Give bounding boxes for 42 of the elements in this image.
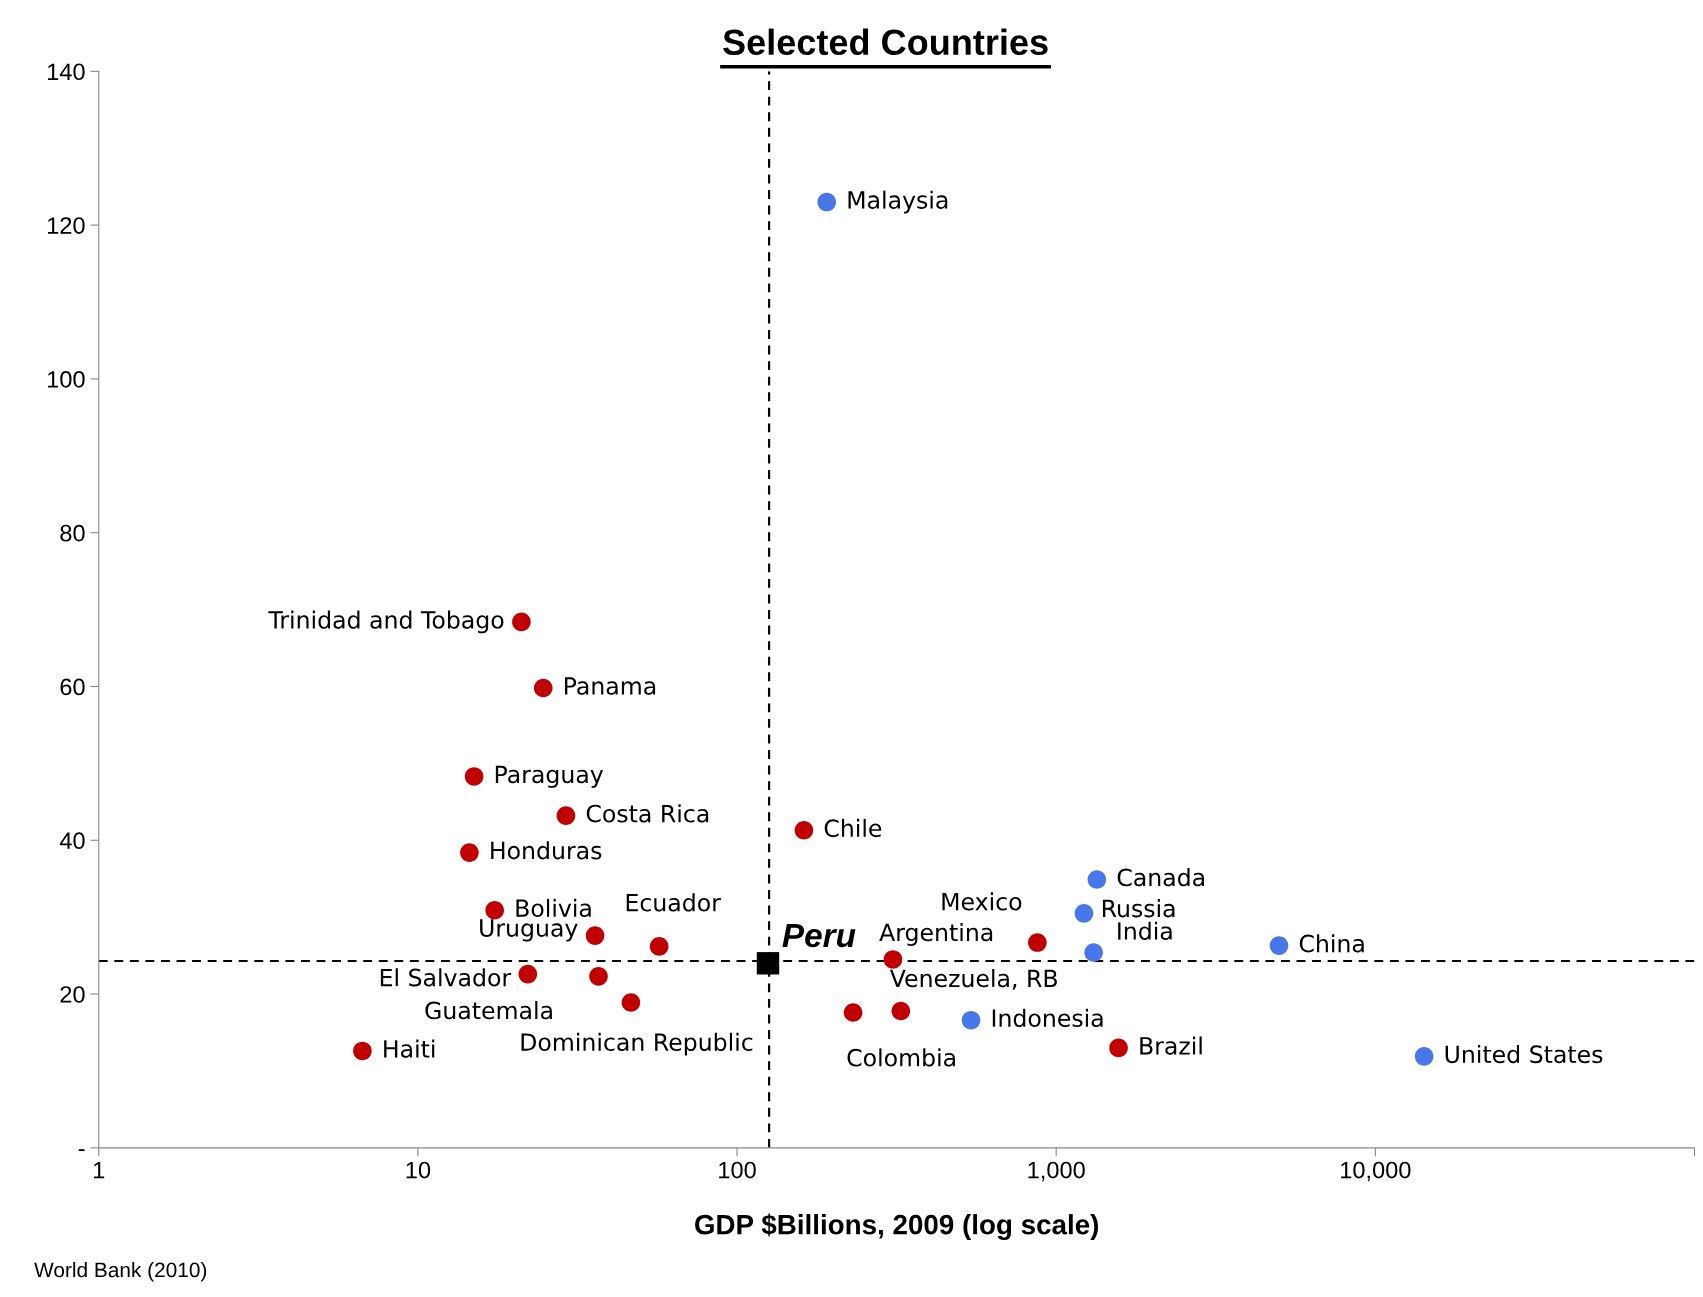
data-label: Russia [1102, 899, 1175, 918]
data-label: Indonesia [992, 1008, 1103, 1028]
y-tick-label: 140 [47, 63, 85, 81]
text: World Bank (2010) [34, 1262, 207, 1282]
y-tick-label: - [78, 1149, 85, 1152]
data-label: Honduras [491, 841, 602, 860]
data-label: Haiti [384, 1039, 435, 1058]
data-label: Uruguay [480, 919, 578, 942]
data-label: Malaysia [848, 190, 948, 214]
data-label: Paraguay [495, 765, 604, 788]
data-label: Dominican Republic [521, 1032, 753, 1056]
data-label: China [1299, 934, 1364, 953]
y-tick-label: 120 [47, 217, 85, 234]
x-tick-label: 1,000 [1028, 1161, 1085, 1182]
y-tick-label: 40 [59, 832, 85, 850]
x-axis-title: GDP $Billions, 2009 (log scale) [695, 1213, 1099, 1241]
data-label: Canada [1117, 868, 1205, 887]
data-label: Colombia [847, 1048, 955, 1067]
x-tick-label: 10 [406, 1161, 431, 1179]
y-tick-label: 20 [60, 986, 85, 1003]
x-tick-label: 10,000 [1341, 1161, 1411, 1182]
data-label: United States [1445, 1044, 1603, 1064]
data-label: Venezuela, RB [889, 968, 1057, 990]
data-label: Guatemala [425, 1001, 552, 1020]
chart-title: Selected Countries [723, 28, 1048, 56]
data-label: Ecuador [626, 893, 721, 912]
data-label: El Salvador [380, 968, 512, 987]
data-label: Trinidad and Tobago [268, 610, 504, 634]
data-label: Costa Rica [586, 804, 709, 823]
data-label: Mexico [942, 892, 1022, 911]
y-tick-label: 60 [60, 678, 85, 696]
data-label: Panama [565, 677, 656, 695]
data-label: Brazil [1140, 1036, 1202, 1055]
data-label: Chile [824, 818, 882, 838]
y-tick-label: 80 [60, 524, 85, 542]
data-label: Argentina [879, 923, 993, 946]
data-label: Peru [782, 923, 856, 948]
x-tick-label: 100 [719, 1161, 756, 1179]
x-tick-label: 1 [94, 1161, 105, 1179]
data-label: India [1118, 921, 1172, 940]
y-tick-label: 100 [47, 370, 85, 388]
data-label: Bolivia [516, 898, 591, 918]
